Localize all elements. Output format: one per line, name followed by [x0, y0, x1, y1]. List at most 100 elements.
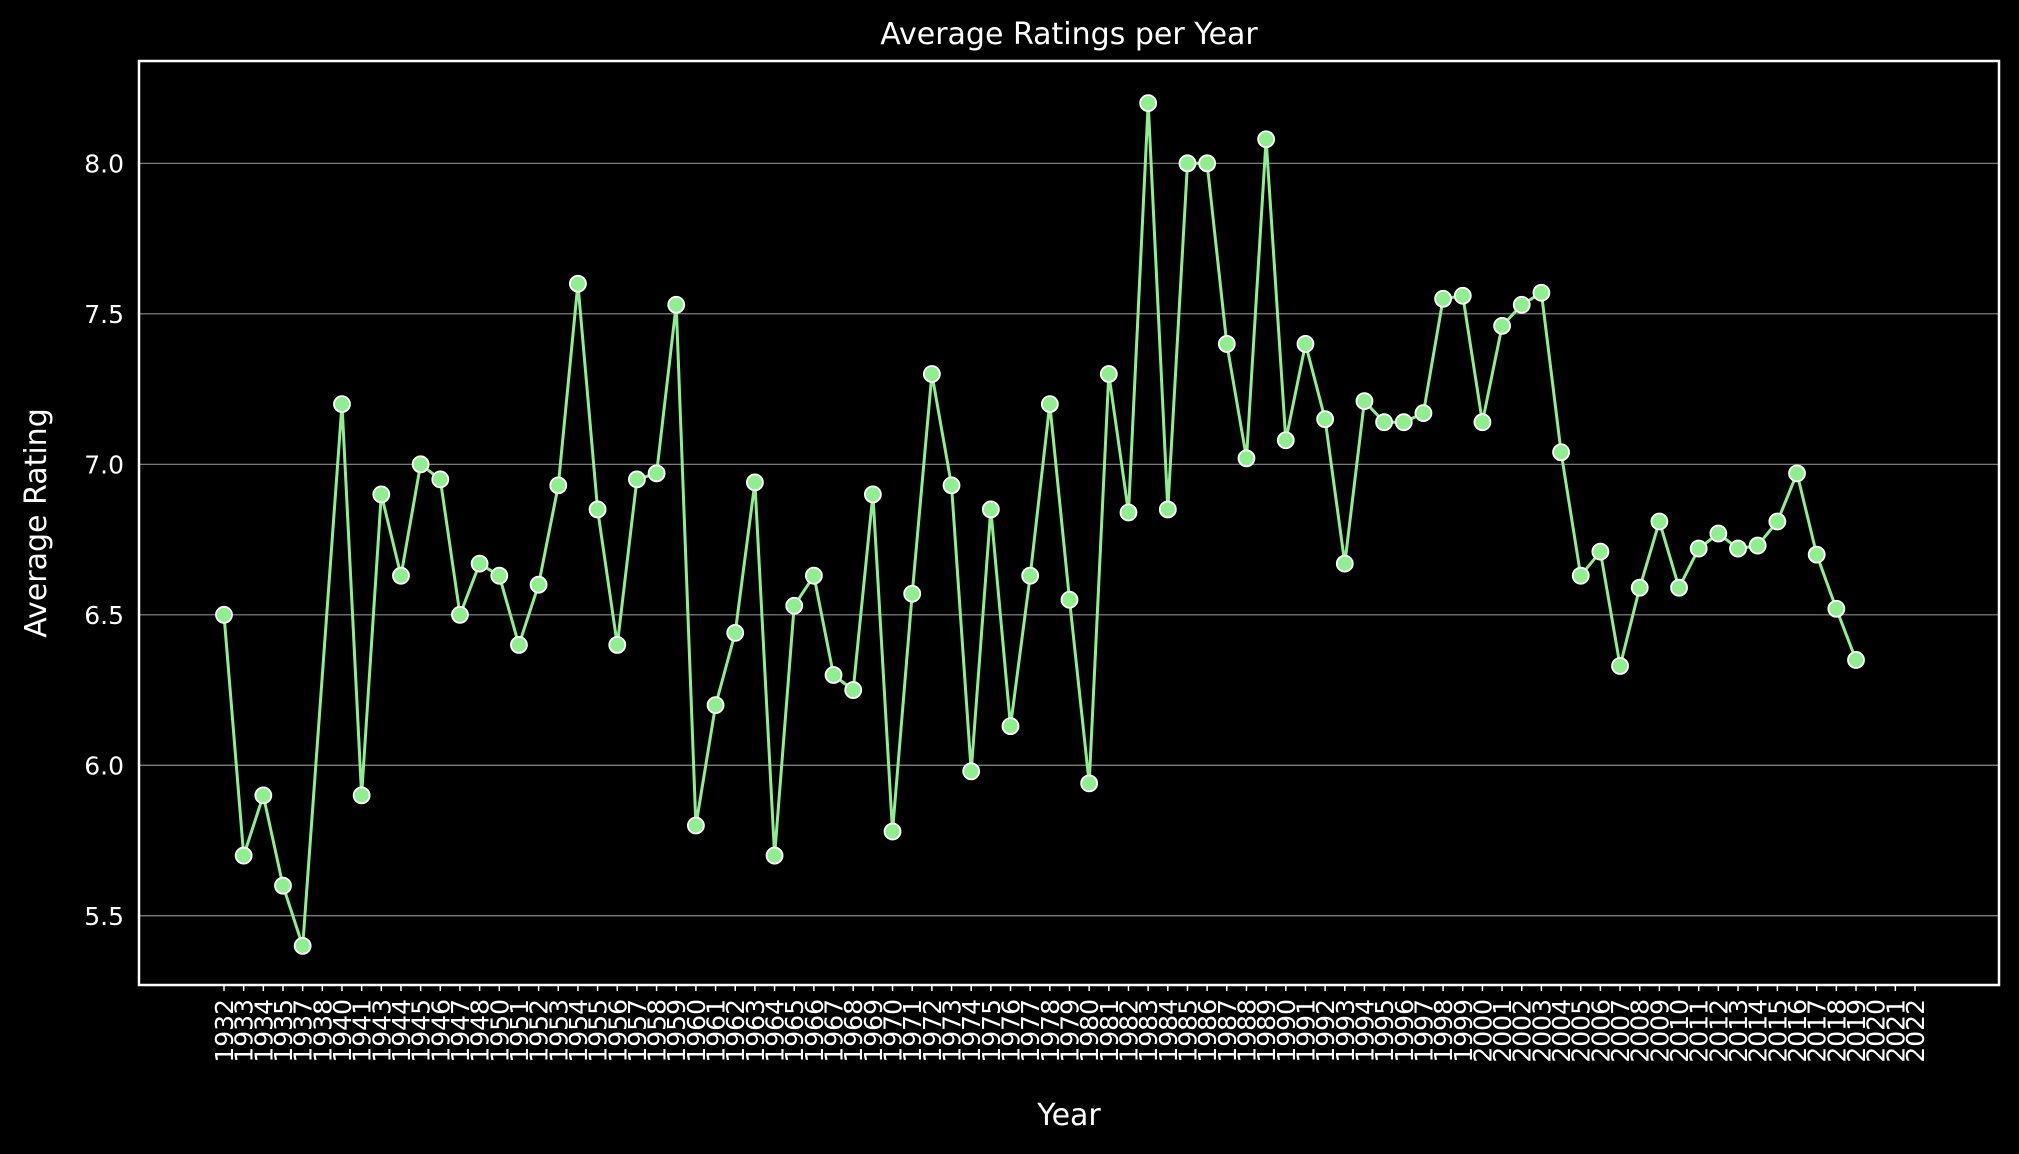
data-point: [1493, 316, 1511, 335]
x-tick-label: 1946: [426, 999, 455, 1063]
x-tick-label: 1937: [289, 999, 318, 1063]
x-tick-label: 2016: [1783, 999, 1812, 1063]
data-point: [1827, 599, 1846, 618]
data-point: [510, 635, 528, 654]
data-point: [549, 476, 568, 495]
data-point: [234, 846, 253, 865]
x-tick-label: 2020: [1862, 999, 1891, 1063]
y-tick-label: 6.5: [84, 601, 124, 630]
data-point: [1276, 431, 1295, 450]
chart-title: Average Ratings per Year: [880, 17, 1258, 52]
data-point: [1316, 410, 1335, 429]
data-point: [274, 876, 292, 895]
x-tick-label: 2011: [1685, 999, 1714, 1063]
data-point: [1670, 578, 1688, 597]
x-tick-label: 1955: [584, 999, 613, 1063]
data-point: [1060, 590, 1079, 609]
data-point: [411, 455, 430, 474]
x-tick-label: 1945: [407, 999, 436, 1063]
data-point: [1768, 512, 1787, 531]
data-point: [1630, 578, 1649, 597]
data-point: [804, 566, 823, 585]
data-point: [1611, 657, 1629, 675]
x-tick-label: 1996: [1390, 999, 1419, 1063]
x-tick-label: 2015: [1763, 999, 1792, 1063]
data-point: [1296, 335, 1315, 353]
data-point: [431, 470, 450, 489]
data-point: [1257, 130, 1276, 149]
x-tick-label: 1992: [1311, 999, 1340, 1063]
x-tick-label: 1980: [1075, 999, 1104, 1063]
data-point: [1198, 154, 1217, 173]
y-tick-label: 6.0: [84, 751, 124, 780]
data-point: [1512, 295, 1531, 314]
x-tick-label: 1975: [977, 999, 1006, 1063]
x-tick-label: 2003: [1527, 999, 1556, 1063]
data-point: [254, 786, 273, 805]
data-point: [726, 623, 745, 642]
x-tick-label: 1964: [761, 999, 790, 1063]
x-tick-label: 2005: [1567, 999, 1596, 1063]
x-tick-label: 2006: [1586, 999, 1615, 1063]
x-tick-label: 1981: [1095, 999, 1124, 1063]
x-tick-label: 1997: [1409, 999, 1438, 1063]
x-tick-label: 1968: [839, 999, 868, 1063]
x-tick-label: 1976: [997, 999, 1026, 1063]
y-tick-label: 5.5: [84, 902, 124, 931]
x-tick-label: 1987: [1213, 999, 1242, 1063]
x-tick-label: 1940: [328, 999, 357, 1063]
x-tick-label: 2019: [1842, 999, 1871, 1063]
x-tick-label: 1932: [210, 999, 239, 1063]
data-point: [981, 500, 1000, 519]
data-point: [1709, 524, 1728, 543]
x-tick-label: 1962: [721, 999, 750, 1063]
x-tick-label: 1953: [544, 999, 573, 1063]
x-tick-label: 1969: [859, 999, 888, 1063]
x-tick-label: 1972: [918, 999, 947, 1063]
x-tick-label: 2014: [1744, 999, 1773, 1063]
x-tick-label: 1941: [348, 999, 377, 1063]
series-point-layer: [215, 94, 1865, 955]
data-point: [1473, 413, 1492, 432]
data-point: [1729, 539, 1747, 558]
data-point: [903, 584, 922, 603]
data-point: [1532, 283, 1551, 302]
x-tick-label: 1950: [485, 999, 514, 1063]
x-tick-label: 1933: [230, 999, 259, 1063]
data-point: [1158, 500, 1177, 519]
data-point: [293, 936, 312, 955]
x-tick-label: 1971: [898, 999, 927, 1063]
x-tick-label: 2009: [1645, 999, 1674, 1063]
data-point: [824, 666, 843, 684]
data-point: [1040, 395, 1059, 414]
data-point: [745, 473, 764, 492]
x-tick-label: 1990: [1272, 999, 1301, 1063]
x-tick-label: 1938: [308, 999, 337, 1063]
x-tick-label: 1934: [249, 999, 278, 1063]
x-tick-label: 1947: [446, 999, 475, 1063]
data-point: [1847, 651, 1865, 669]
data-point: [1571, 566, 1590, 585]
x-axis-label: Year: [1036, 1098, 1101, 1133]
x-tick-label: 1935: [269, 999, 298, 1063]
data-point: [451, 605, 469, 624]
data-point: [490, 566, 509, 585]
data-point: [1788, 464, 1806, 483]
x-tick-label: 1958: [643, 999, 672, 1063]
data-point: [608, 635, 627, 654]
data-point: [1414, 404, 1433, 423]
x-tick-label: 1978: [1036, 999, 1065, 1063]
data-point: [392, 566, 410, 585]
x-tick-label: 2004: [1547, 999, 1576, 1063]
data-point: [1001, 717, 1020, 736]
data-point: [1178, 154, 1197, 173]
data-point: [942, 476, 961, 495]
x-tick-label: 1983: [1134, 999, 1163, 1063]
data-point: [1375, 413, 1394, 432]
data-point: [372, 485, 391, 504]
y-axis-label: Average Rating: [19, 408, 54, 637]
data-point: [706, 696, 725, 714]
x-tick-label: 1966: [800, 999, 829, 1063]
data-point: [1394, 413, 1413, 432]
